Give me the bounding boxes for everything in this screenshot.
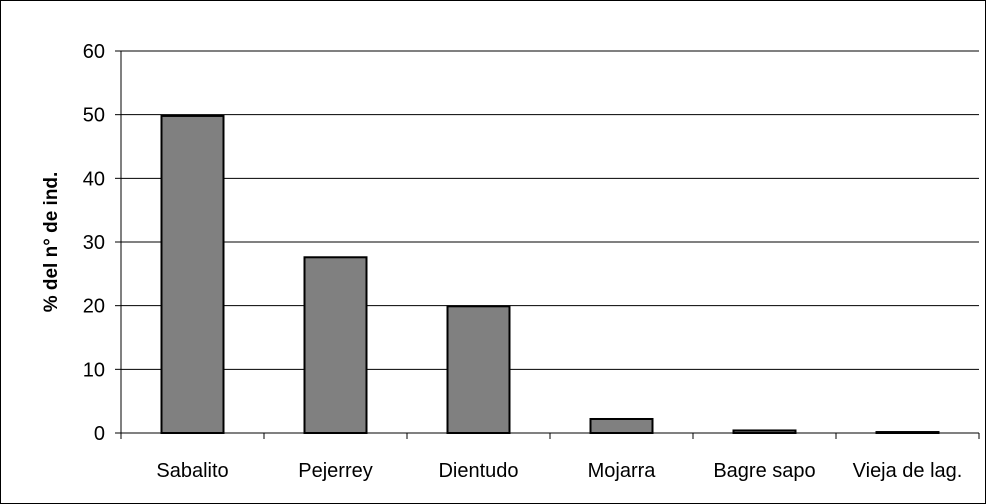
y-tick-label: 0 [94, 423, 105, 445]
bar-sabalito [160, 114, 225, 434]
bar-dientudo [446, 305, 511, 435]
x-category-label: Pejerrey [298, 460, 372, 482]
y-tick-label: 60 [83, 41, 105, 63]
x-category-label: Sabalito [156, 460, 228, 482]
bar-pejerrey [303, 256, 368, 434]
x-category-label: Vieja de lag. [853, 460, 963, 482]
y-tick-label: 50 [83, 105, 105, 127]
gridlines [121, 50, 979, 370]
y-tick-label: 40 [83, 168, 105, 190]
axes [115, 50, 980, 439]
y-tick-labels: 0 10 20 30 40 50 60 [83, 41, 105, 445]
bars [160, 114, 940, 435]
y-tick-label: 10 [83, 359, 105, 381]
y-tick-label: 30 [83, 232, 105, 254]
x-category-label: Dientudo [438, 460, 518, 482]
y-tick-label: 20 [83, 296, 105, 318]
bar-mojarra [589, 417, 654, 435]
y-axis-title: % del n° de ind. [41, 172, 62, 313]
x-category-labels: Sabalito Pejerrey Dientudo Mojarra Bagre sap… [156, 460, 962, 482]
x-category-label: Mojarra [588, 460, 657, 482]
x-category-label: Bagre sapo [713, 460, 815, 482]
